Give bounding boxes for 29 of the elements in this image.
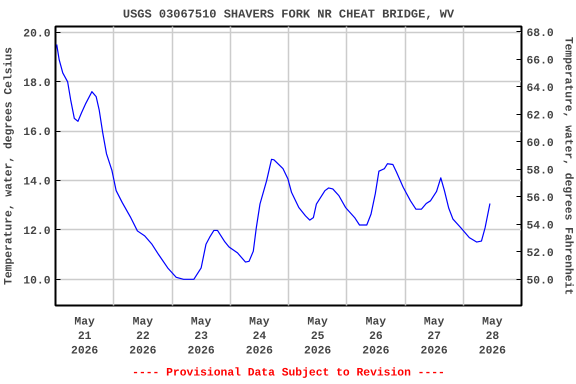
line-series (56, 44, 491, 280)
x-tick-label: May 22 2026 (129, 316, 157, 358)
y-tick-label: 12.0 (23, 226, 51, 238)
x-tick-label: May 23 2026 (188, 316, 215, 358)
y2-tick-label: 50.0 (526, 275, 554, 288)
text: ---- Provisional Data Subject to Revision ---- (132, 366, 445, 380)
y2-tick-label: 68.0 (526, 28, 554, 40)
x-tick-label: May 28 2026 (478, 316, 506, 358)
x-tick-label: May 25 2026 (304, 316, 332, 358)
y-tick-label: 16.0 (23, 127, 51, 140)
y-tick-label: 18.0 (23, 78, 51, 90)
x-tick-label: May 26 2026 (362, 316, 390, 358)
y2-tick-label: 54.0 (526, 220, 554, 232)
x-tick-label: May 27 2026 (420, 316, 448, 358)
y2-tick-label: 60.0 (526, 138, 554, 150)
chart-title: USGS 03067510 SHAVERS FORK NR CHEAT BRIDGE, WV (122, 8, 455, 22)
y2-tick-label: 58.0 (526, 165, 554, 178)
y-tick-label: 20.0 (23, 28, 51, 40)
y-tick-label: 10.0 (23, 275, 51, 288)
y2-tick-label: 66.0 (526, 55, 554, 68)
y2-tick-label: 64.0 (526, 82, 554, 95)
y2-tick-label: 52.0 (526, 248, 554, 260)
x-tick-label: May 24 2026 (246, 316, 274, 358)
y2-tick-label: 62.0 (526, 110, 554, 122)
y2-axis-title: Temperature, water, degrees Fahrenheit (562, 36, 575, 296)
x-tick-label: May 21 2026 (71, 316, 98, 358)
y2-tick-label: 56.0 (526, 192, 554, 205)
y-tick-label: 14.0 (23, 176, 51, 189)
y-axis-title: Temperature, water, degrees Celsius (2, 46, 16, 285)
